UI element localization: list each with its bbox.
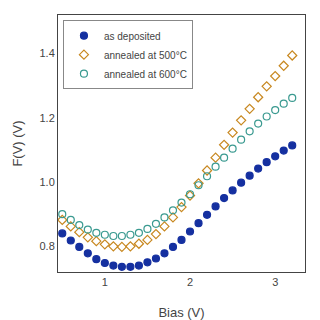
- svg-text:annealed at 500°C: annealed at 500°C: [104, 50, 187, 61]
- svg-text:Bias (V): Bias (V): [158, 305, 204, 320]
- svg-text:0.8: 0.8: [40, 240, 55, 252]
- svg-text:annealed at 600°C: annealed at 600°C: [104, 69, 187, 80]
- svg-text:2: 2: [187, 276, 193, 288]
- svg-text:3: 3: [272, 276, 278, 288]
- svg-text:1.4: 1.4: [40, 47, 55, 59]
- svg-text:1.2: 1.2: [40, 112, 55, 124]
- svg-text:as deposited: as deposited: [104, 31, 161, 42]
- svg-text:1.0: 1.0: [40, 176, 55, 188]
- svg-text:F(V) (V): F(V) (V): [10, 120, 25, 166]
- svg-text:1: 1: [102, 276, 108, 288]
